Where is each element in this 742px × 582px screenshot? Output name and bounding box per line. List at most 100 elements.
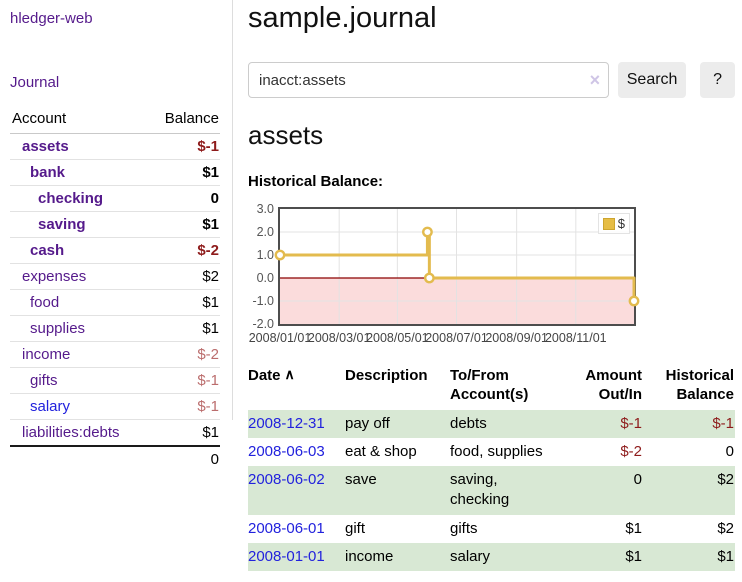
transaction-description: save — [345, 471, 377, 488]
chart-title: Historical Balance: — [248, 173, 384, 190]
account-row-salary: salary $-1 — [10, 393, 220, 420]
page-title: sample.journal — [248, 2, 437, 34]
chart-plot-area: $ — [274, 207, 640, 326]
sidebar-item-journal[interactable]: Journal — [10, 74, 60, 91]
transaction-row: 2008-01-01 income salary $1 $1 — [248, 542, 735, 571]
register-table: Date ∧ Description To/From Account(s) Amo… — [248, 365, 735, 571]
transaction-description: gift — [345, 519, 366, 537]
account-link-salary[interactable]: salary — [30, 398, 71, 415]
transaction-date-link[interactable]: 2008-06-03 — [248, 442, 325, 460]
account-balance: $1 — [147, 419, 220, 447]
account-link-income[interactable]: income — [22, 346, 71, 363]
account-row-bank: bank $1 — [10, 159, 220, 186]
transaction-balance: $2 — [717, 471, 734, 488]
register-header-row: Date ∧ Description To/From Account(s) Amo… — [248, 365, 735, 410]
search-input[interactable] — [248, 62, 610, 98]
x-axis-label: 2008/05/01 — [366, 331, 429, 345]
x-axis-label: 2008/09/01 — [485, 331, 548, 345]
transaction-row: 2008-06-01 gift gifts $1 $2 — [248, 515, 735, 543]
account-link-checking[interactable]: checking — [38, 190, 104, 207]
register-header-accounts: To/From Account(s) — [450, 367, 529, 403]
account-link-assets[interactable]: assets — [22, 138, 69, 155]
y-axis-label: 1.0 — [256, 247, 274, 262]
x-axis-label: 2008/07/01 — [425, 331, 488, 345]
app-brand-link[interactable]: hledger-web — [10, 10, 93, 27]
account-balance: $1 — [147, 315, 220, 342]
register-section: Date ∧ Description To/From Account(s) Amo… — [248, 365, 735, 571]
account-balance: $2 — [147, 263, 220, 290]
sort-ascending-icon: ∧ — [284, 366, 295, 382]
accounts-header-balance: Balance — [147, 107, 220, 134]
y-axis-label: 3.0 — [256, 201, 274, 216]
transaction-date-link[interactable]: 2008-06-01 — [248, 519, 325, 537]
account-row-saving: saving $1 — [10, 211, 220, 238]
accounts-header-row: Account Balance — [10, 107, 220, 134]
accounts-header-account: Account — [10, 107, 148, 134]
y-axis-label: 0.0 — [256, 270, 274, 285]
help-button[interactable]: ? — [700, 62, 735, 98]
data-point-marker — [423, 272, 435, 284]
transaction-accounts: salary — [450, 547, 491, 565]
account-row-checking: checking 0 — [10, 185, 220, 212]
historical-balance-chart: $ 3.0 2.0 1.0 0.0 -1.0 -2.0 2008/01/01 2008/03/… — [248, 203, 735, 345]
transaction-balance: $2 — [717, 519, 734, 537]
account-row-supplies: supplies $1 — [10, 315, 220, 342]
account-row-food: food $1 — [10, 289, 220, 316]
y-axis-label: 2.0 — [256, 224, 274, 239]
transaction-accounts: gifts — [450, 519, 478, 537]
account-balance: $-1 — [147, 393, 220, 420]
data-point-marker — [274, 249, 286, 261]
series-swatch-icon — [602, 217, 615, 230]
data-point-marker — [628, 295, 640, 307]
transaction-date-link[interactable]: 2008-06-02 — [248, 471, 325, 488]
main-content: sample.journal × Search ? assets Histori… — [248, 0, 735, 571]
account-row-liabilities-debts: liabilities:debts $1 — [10, 419, 220, 447]
transaction-description: pay off — [345, 414, 390, 432]
transaction-date-link[interactable]: 2008-12-31 — [248, 414, 325, 432]
sidebar: hledger-web Journal Account Balance asse… — [0, 0, 233, 468]
account-link-supplies[interactable]: supplies — [30, 320, 86, 337]
account-link-saving[interactable]: saving — [38, 216, 86, 233]
account-link-liabilities-debts[interactable]: liabilities:debts — [22, 424, 120, 441]
account-row-gifts: gifts $-1 — [10, 367, 220, 394]
clear-search-icon[interactable]: × — [589, 70, 601, 90]
chart-legend: $ — [597, 213, 630, 234]
y-axis-label: -2.0 — [252, 316, 274, 331]
data-point-marker — [422, 226, 433, 238]
transaction-amount: $1 — [625, 519, 642, 537]
transaction-row: 2008-06-03 eat & shop food, supplies $-2… — [248, 438, 735, 466]
transaction-balance: $1 — [717, 547, 734, 565]
transaction-amount: $1 — [625, 547, 642, 565]
account-link-cash[interactable]: cash — [30, 242, 65, 259]
account-row-income: income $-2 — [10, 341, 220, 368]
account-link-bank[interactable]: bank — [30, 164, 66, 181]
x-axis-label: 2008/11/01 — [544, 331, 607, 345]
account-heading: assets — [248, 120, 324, 150]
transaction-accounts: saving, checking — [450, 471, 510, 509]
account-link-food[interactable]: food — [30, 294, 60, 311]
register-header-date[interactable]: Date ∧ — [248, 366, 295, 384]
accounts-balance-table: Account Balance assets $-1 bank $1 check… — [10, 107, 220, 472]
account-balance: $1 — [147, 211, 220, 238]
x-axis-label: 2008/03/01 — [307, 331, 371, 345]
transaction-row: 2008-12-31 pay off debts $-1 $-1 — [248, 409, 735, 438]
account-link-expenses[interactable]: expenses — [22, 268, 87, 285]
transaction-amount: $-2 — [620, 442, 642, 460]
transaction-accounts: debts — [450, 414, 487, 432]
x-axis-label: 2008/01/01 — [248, 331, 312, 345]
account-balance: $-1 — [147, 133, 220, 160]
transaction-balance: $-1 — [712, 414, 734, 432]
account-row-cash: cash $-2 — [10, 237, 220, 264]
transaction-accounts: food, supplies — [450, 442, 543, 460]
register-header-description: Description — [345, 367, 428, 384]
account-balance: $-2 — [147, 237, 220, 264]
search-button[interactable]: Search — [618, 62, 687, 98]
transaction-description: income — [345, 547, 394, 565]
account-balance: $-2 — [147, 341, 220, 368]
account-link-gifts[interactable]: gifts — [30, 372, 58, 389]
transaction-date-link[interactable]: 2008-01-01 — [248, 547, 325, 565]
account-balance: 0 — [147, 185, 220, 212]
y-axis-label: -1.0 — [252, 293, 274, 308]
transaction-description: eat & shop — [345, 442, 417, 460]
accounts-total-value: 0 — [210, 451, 219, 468]
